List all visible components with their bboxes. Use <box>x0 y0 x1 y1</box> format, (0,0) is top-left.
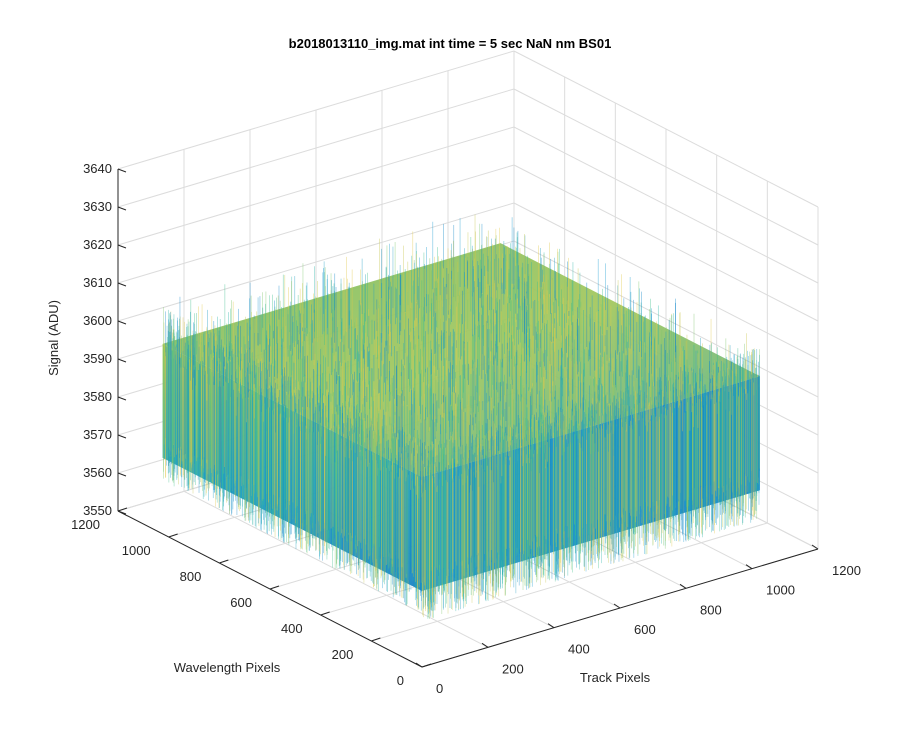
ticks-layer: 3550 3560 3570 3580 3590 3600 3610 3620 3630 3640… <box>71 161 861 696</box>
x-tick-label: 800 <box>700 602 722 617</box>
z-tick-label: 3600 <box>83 313 112 328</box>
grid-line-backwall-z <box>117 126 515 246</box>
x-tick-label: 200 <box>502 661 524 676</box>
z-tick-mark <box>117 244 127 249</box>
z-tick-mark <box>117 320 127 325</box>
grid-line-backwall-z <box>117 164 515 284</box>
y-tick-label: 200 <box>332 647 354 662</box>
z-tick-label: 3580 <box>83 389 112 404</box>
z-tick-mark <box>117 358 127 363</box>
y-tick-label: 800 <box>180 569 202 584</box>
y-tick-label: 1200 <box>71 517 100 532</box>
z-axis-label: Signal (ADU) <box>46 300 61 376</box>
grid-line-sidewall-z <box>513 240 819 398</box>
x-tick-mark <box>481 642 489 648</box>
y-tick-mark <box>219 559 229 564</box>
x-tick-mark <box>745 564 753 570</box>
grid-line-sidewall-z <box>513 50 819 208</box>
z-tick-mark <box>117 282 127 287</box>
grid-line-backwall-z <box>117 50 515 170</box>
z-tick-label: 3550 <box>83 503 112 518</box>
y-axis-label: Wavelength Pixels <box>174 660 281 675</box>
x-tick-label: 400 <box>568 642 590 657</box>
grid-line-backwall-z <box>117 202 515 322</box>
z-tick-label: 3570 <box>83 427 112 442</box>
x-tick-label: 0 <box>436 681 443 696</box>
grid-line-sidewall-z <box>513 164 819 322</box>
z-tick-label: 3560 <box>83 465 112 480</box>
chart-title: b2018013110_img.mat int time = 5 sec NaN… <box>288 36 612 51</box>
labels-layer: Signal (ADU) Wavelength Pixels Track Pix… <box>46 300 651 685</box>
grid-line-sidewall-z <box>513 88 819 246</box>
z-tick-mark <box>117 510 127 515</box>
y-tick-mark <box>117 507 128 512</box>
z-tick-mark <box>117 434 127 439</box>
x-tick-label: 1200 <box>832 563 861 578</box>
y-tick-mark <box>371 637 381 642</box>
y-tick-mark <box>320 611 330 616</box>
z-tick-mark <box>117 168 127 173</box>
x-tick-mark <box>547 623 555 629</box>
y-tick-mark <box>421 663 432 668</box>
y-tick-mark <box>168 533 178 538</box>
x-tick-label: 600 <box>634 622 656 637</box>
z-tick-mark <box>117 396 127 401</box>
z-tick-label: 3590 <box>83 351 112 366</box>
surface-noise <box>163 214 760 619</box>
x-tick-mark <box>811 544 819 550</box>
z-tick-label: 3640 <box>83 161 112 176</box>
y-tick-label: 1000 <box>122 543 151 558</box>
x-tick-label: 1000 <box>766 583 795 598</box>
grid-line-sidewall-z <box>513 126 819 284</box>
x-tick-mark <box>679 583 687 589</box>
grid-line-floor-y <box>371 522 768 642</box>
z-tick-label: 3630 <box>83 199 112 214</box>
y-tick-label: 600 <box>230 595 252 610</box>
grid-line-sidewall-z <box>513 202 819 360</box>
y-tick-label: 0 <box>397 673 404 688</box>
x-tick-mark <box>415 662 423 668</box>
x-axis-label: Track Pixels <box>580 670 651 685</box>
z-tick-label: 3610 <box>83 275 112 290</box>
z-tick-label: 3620 <box>83 237 112 252</box>
surface-layer <box>162 214 760 619</box>
z-tick-mark <box>117 472 127 477</box>
y-tick-label: 400 <box>281 621 303 636</box>
grid-line-backwall-z <box>117 88 515 208</box>
y-tick-mark <box>269 585 280 590</box>
z-tick-mark <box>117 206 127 211</box>
x-tick-mark <box>613 603 621 609</box>
